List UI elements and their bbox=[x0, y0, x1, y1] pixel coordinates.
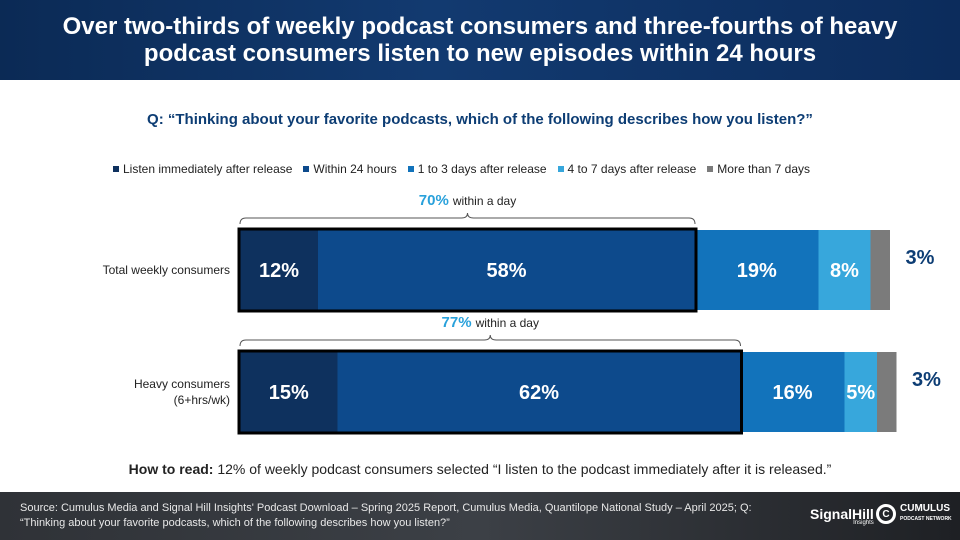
how-to-read-text: 12% of weekly podcast consumers selected… bbox=[217, 461, 832, 477]
legend-item: Within 24 hours bbox=[303, 162, 397, 176]
category-label: Total weekly consumers bbox=[103, 263, 230, 277]
stacked-bar-chart: Total weekly consumers 12% 58% 19% 8%3%70% wi… bbox=[103, 192, 941, 435]
legend-label: Within 24 hours bbox=[313, 162, 397, 176]
category-label-line: (6+hrs/wk) bbox=[174, 393, 230, 407]
data-label: 8% bbox=[830, 260, 859, 282]
bar-segment bbox=[695, 230, 819, 310]
bracket-label: 70% within a day bbox=[419, 192, 516, 209]
data-label: 3% bbox=[912, 369, 941, 391]
data-label: 12% bbox=[259, 260, 299, 282]
bar-segment bbox=[318, 230, 695, 310]
legend-item: More than 7 days bbox=[707, 162, 810, 176]
how-to-read-label: How to read: bbox=[128, 461, 214, 477]
source-note: Source: Cumulus Media and Signal Hill In… bbox=[20, 502, 752, 529]
legend-label: 1 to 3 days after release bbox=[417, 162, 547, 176]
legend-swatch bbox=[303, 166, 310, 172]
data-label: 3% bbox=[906, 247, 935, 269]
legend-swatch bbox=[707, 166, 714, 172]
data-label: 58% bbox=[486, 260, 526, 282]
category-label-line: Total weekly consumers bbox=[103, 263, 230, 277]
bracket-value: 70% bbox=[419, 192, 449, 209]
how-to-read: How to read: 12% of weekly podcast consu… bbox=[0, 461, 960, 477]
survey-question: Q: “Thinking about your favorite podcast… bbox=[147, 111, 813, 128]
signalhill-logo: SignalHill Insights bbox=[810, 506, 874, 526]
bar-segment bbox=[240, 230, 318, 310]
bar-segment bbox=[870, 230, 890, 310]
bracket bbox=[239, 334, 741, 347]
bracket-text: within a day bbox=[475, 316, 539, 330]
legend-swatch bbox=[557, 166, 564, 172]
bar-segment bbox=[844, 352, 877, 432]
data-label: 16% bbox=[772, 382, 812, 404]
chart-legend: Listen immediately after release Within 2… bbox=[113, 162, 810, 176]
legend-label: 4 to 7 days after release bbox=[567, 162, 697, 176]
data-label: 5% bbox=[846, 382, 875, 404]
within-day-outline bbox=[237, 349, 743, 435]
cumulus-logo-text: CUMULUS PODCAST NETWORK bbox=[900, 504, 952, 524]
category-label: Heavy consumers (6+hrs/wk) bbox=[134, 377, 230, 407]
title-banner: Over two-thirds of weekly podcast consum… bbox=[0, 0, 960, 80]
bracket-value: 77% bbox=[442, 314, 472, 331]
data-label: 15% bbox=[269, 382, 309, 404]
cumulus-logo: C CUMULUS PODCAST NETWORK bbox=[876, 504, 952, 524]
category-label-line: Heavy consumers bbox=[134, 377, 230, 391]
within-day-outline bbox=[237, 227, 698, 313]
data-label: 62% bbox=[519, 382, 559, 404]
page-title: Over two-thirds of weekly podcast consum… bbox=[62, 13, 898, 67]
legend-swatch bbox=[407, 166, 414, 172]
signalhill-logo-text: SignalHill bbox=[810, 506, 874, 522]
cumulus-logo-sub: PODCAST NETWORK bbox=[900, 516, 952, 522]
bracket-text: within a day bbox=[452, 194, 516, 208]
legend-swatch bbox=[113, 166, 119, 172]
footer: Source: Cumulus Media and Signal Hill In… bbox=[0, 492, 960, 540]
bracket-label: 77% within a day bbox=[442, 314, 539, 331]
data-label: 19% bbox=[737, 260, 777, 282]
legend-item: Listen immediately after release bbox=[113, 162, 292, 176]
legend-label: More than 7 days bbox=[717, 162, 811, 176]
bar-segment bbox=[740, 352, 845, 432]
bracket bbox=[239, 212, 696, 225]
legend-item: 4 to 7 days after release bbox=[557, 162, 697, 176]
bar-segment bbox=[337, 352, 741, 432]
legend-label: Listen immediately after release bbox=[123, 162, 293, 176]
legend-item: 1 to 3 days after release bbox=[407, 162, 547, 176]
signalhill-logo-sub: Insights bbox=[853, 520, 874, 526]
bar-segment bbox=[240, 352, 338, 432]
cumulus-logo-name: CUMULUS bbox=[900, 503, 950, 514]
bar-segment bbox=[877, 352, 897, 432]
cumulus-mark-icon: C bbox=[876, 504, 896, 524]
bar-segment bbox=[818, 230, 871, 310]
